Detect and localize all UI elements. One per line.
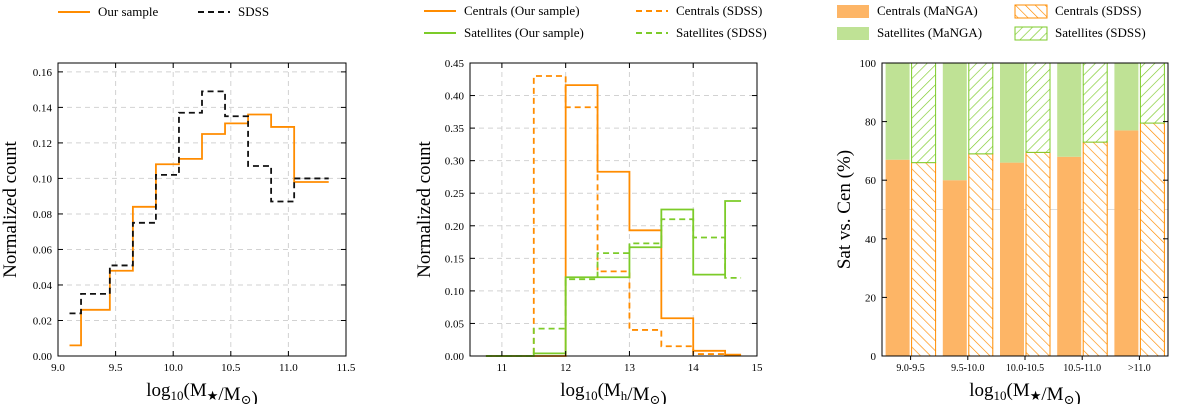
bar-satellites-sdss — [1139, 62, 1165, 124]
legends: Our sample SDSS Centrals (Our sample) Satel… — [58, 3, 1146, 41]
y-tick-label: 0.04 — [33, 280, 53, 292]
stellar-mass-histogram-panel: 9.0 9.5 10.0 10.5 11.0 11.5 0.00 0.02 0.04 0.06 0.… — [0, 62, 356, 404]
bar-satellites-manga — [1114, 63, 1139, 131]
y-tick-label: 0.00 — [33, 351, 53, 363]
bar-centrals-sdss — [1139, 122, 1165, 357]
x-tick-label: 14 — [688, 362, 700, 374]
x-tick-label: 11 — [497, 362, 508, 374]
bar-centrals-manga — [1057, 156, 1082, 356]
bar-satellites-manga — [1000, 63, 1024, 163]
legend-swatch — [1014, 4, 1048, 19]
bar-satellites-manga — [1057, 63, 1082, 157]
x-tick-label: 10.0-10.5 — [1006, 363, 1044, 374]
y-axis-label: Normalized count — [0, 140, 21, 277]
y-tick-label: 20 — [865, 292, 877, 304]
y-axis-label: Sat vs. Cen (%) — [834, 150, 855, 269]
y-tick-label: 0.14 — [33, 102, 53, 114]
legend-entry: Satellites (MaNGA) — [877, 25, 982, 40]
y-tick-label: 0.10 — [445, 286, 465, 298]
y-tick-label: 40 — [865, 234, 877, 246]
y-tick-label: 0.05 — [445, 318, 465, 330]
series-line-2 — [485, 200, 742, 357]
bar-centrals-sdss — [911, 162, 937, 357]
series-line-0 — [69, 113, 329, 347]
bar-centrals-manga — [942, 180, 967, 356]
x-tick-label: 11.0 — [279, 362, 298, 374]
x-tick-label: 15 — [752, 362, 764, 374]
legend-entry: Satellites (SDSS) — [676, 25, 767, 40]
bar-satellites-sdss — [968, 62, 994, 155]
bar-satellites-sdss — [911, 62, 937, 164]
series-line-1 — [69, 90, 329, 315]
x-tick-label: 13 — [624, 362, 636, 374]
x-axis-label: log10(Mh/M⊙) — [560, 380, 666, 404]
y-tick-label: 0.35 — [445, 123, 465, 135]
series-line-0 — [485, 84, 742, 357]
series-line-3 — [485, 218, 742, 357]
x-tick-label: >11.0 — [1128, 363, 1151, 374]
y-axis-label: Normalized count — [414, 140, 435, 277]
bar-centrals-manga — [1000, 162, 1024, 356]
y-tick-label: 100 — [860, 58, 877, 70]
y-tick-label: 0.45 — [445, 58, 465, 70]
y-tick-label: 0.30 — [445, 156, 465, 168]
legend-swatch — [837, 5, 869, 18]
legend-entry: Centrals (SDSS) — [1055, 3, 1141, 18]
legend-swatch — [1014, 26, 1048, 41]
y-tick-label: 80 — [865, 117, 877, 129]
bar-centrals-sdss — [968, 153, 994, 357]
x-tick-label: 10.5 — [221, 362, 241, 374]
sat-cen-fraction-bar-panel: 9.0-9.5 9.5-10.0 10.0-10.5 10.5-11.0 >11.0 0 2… — [834, 58, 1169, 404]
x-tick-label: 10.5-11.0 — [1063, 363, 1101, 374]
bar-centrals-sdss — [1082, 141, 1108, 357]
legend-entry: Our sample — [98, 4, 159, 19]
y-tick-label: 0.15 — [445, 253, 465, 265]
bar-centrals-sdss — [1025, 151, 1051, 357]
y-tick-label: 0.10 — [33, 173, 53, 185]
legend-entry: Centrals (MaNGA) — [877, 3, 978, 18]
plot-frame — [469, 62, 758, 357]
y-tick-label: 60 — [865, 175, 877, 187]
y-tick-label: 0.06 — [33, 244, 53, 256]
y-tick-label: 0.12 — [33, 138, 52, 150]
legend-entry: Satellites (SDSS) — [1055, 25, 1146, 40]
y-tick-label: 0.08 — [33, 209, 53, 221]
legend-entry: Satellites (Our sample) — [464, 25, 584, 40]
x-tick-label: 12 — [560, 362, 571, 374]
bar-centrals-manga — [1114, 130, 1139, 356]
bar-centrals-manga — [885, 159, 910, 356]
legend-entry: SDSS — [238, 4, 269, 19]
x-tick-label: 10.0 — [164, 362, 184, 374]
x-tick-label: 9.5-10.0 — [951, 363, 984, 374]
y-tick-label: 0 — [871, 351, 877, 363]
y-tick-label: 0.16 — [33, 67, 53, 79]
y-tick-label: 0.25 — [445, 188, 465, 200]
x-axis-label: log10(M★/M⊙) — [146, 380, 258, 404]
y-tick-label: 0.40 — [445, 91, 465, 103]
y-tick-label: 0.00 — [445, 351, 465, 363]
legend-swatch — [837, 27, 869, 40]
bar-satellites-manga — [885, 63, 910, 160]
series-line-1 — [485, 75, 742, 357]
plot-frame — [881, 62, 1169, 357]
y-tick-label: 0.02 — [33, 315, 52, 327]
halo-mass-histogram-panel: 11 12 13 14 15 0.00 0.05 0.10 0.15 0.20 0.25 0.30 0.… — [414, 58, 763, 404]
bar-satellites-manga — [942, 63, 967, 181]
x-tick-label: 9.0 — [51, 362, 65, 374]
legend-entry: Centrals (SDSS) — [676, 3, 762, 18]
x-tick-label: 9.0-9.5 — [896, 363, 924, 374]
bar-satellites-sdss — [1082, 62, 1108, 143]
x-tick-label: 9.5 — [109, 362, 123, 374]
legend-entry: Centrals (Our sample) — [464, 3, 580, 18]
x-axis-label: log10(M★/M⊙) — [969, 380, 1081, 404]
x-tick-label: 11.5 — [337, 362, 356, 374]
plot-frame — [57, 62, 347, 357]
y-tick-label: 0.20 — [445, 221, 465, 233]
bar-satellites-sdss — [1025, 62, 1051, 153]
